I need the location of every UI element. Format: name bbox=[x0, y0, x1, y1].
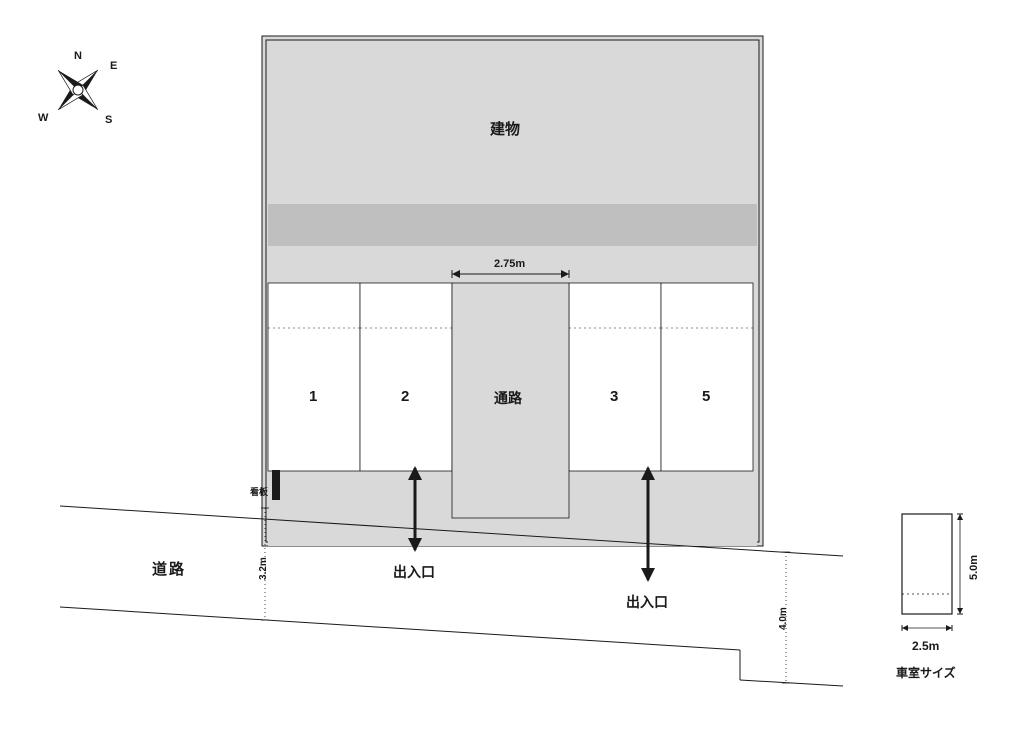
space-5-label: 5 bbox=[702, 388, 710, 405]
road-label: 道路 bbox=[152, 558, 186, 579]
compass-w: W bbox=[38, 112, 48, 124]
compass-e: E bbox=[110, 60, 117, 72]
legend-w-dim: 2.5m bbox=[912, 639, 939, 653]
road-right-dim: 4.0m bbox=[778, 607, 789, 630]
compass-s: S bbox=[105, 114, 112, 126]
entrance-1-label: 出入口 bbox=[393, 562, 435, 582]
legend-title: 車室サイズ bbox=[896, 664, 956, 681]
space-3-label: 3 bbox=[610, 388, 618, 405]
road-bottom-line-1 bbox=[60, 607, 740, 650]
aisle-width-dim: 2.75m bbox=[494, 258, 525, 270]
building-label: 建物 bbox=[490, 118, 520, 139]
parking-space bbox=[360, 283, 452, 471]
compass-n: N bbox=[74, 50, 82, 62]
space-1-label: 1 bbox=[309, 388, 317, 405]
parking-space bbox=[268, 283, 360, 471]
road-bottom-line-2 bbox=[740, 680, 843, 686]
parking-space bbox=[661, 283, 753, 471]
sign-label: 看板 bbox=[250, 485, 268, 498]
legend-h-dim: 5.0m bbox=[968, 555, 980, 580]
road-left-dim: 3.2m bbox=[258, 557, 269, 580]
sign-icon bbox=[272, 470, 280, 500]
strip-1 bbox=[268, 204, 757, 246]
parking-space bbox=[569, 283, 661, 471]
aisle-label: 通路 bbox=[494, 388, 522, 408]
arrowhead-down-icon bbox=[641, 568, 655, 582]
entrance-2-label: 出入口 bbox=[626, 592, 668, 612]
space-2-label: 2 bbox=[401, 388, 409, 405]
legend-box bbox=[902, 514, 952, 614]
